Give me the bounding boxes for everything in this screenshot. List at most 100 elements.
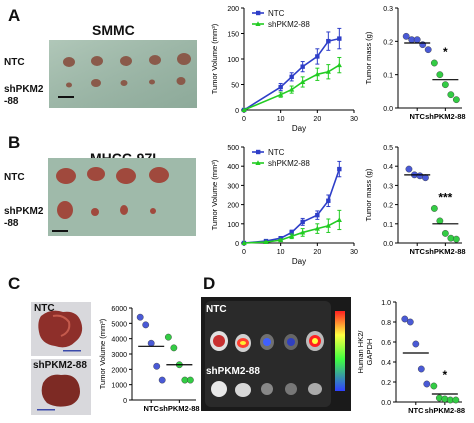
panel-a-mass-chart: 0.0 0.1 0.2 0.3 NTC shPKM2-88 Tumor mass (g) *: [364, 6, 466, 121]
data-point-sh: [241, 240, 247, 245]
x-tick-label: 0: [242, 116, 246, 123]
x-tick-label: 20: [313, 116, 321, 123]
x-tick-label: 0: [242, 249, 246, 256]
x-category-label: shPKM2-88: [159, 404, 199, 413]
data-point-sh: [325, 222, 331, 228]
panel-b-tumor-photo: [48, 158, 196, 236]
x-tick-label: 30: [350, 116, 358, 123]
panel-d-imaging-photo: [201, 297, 351, 411]
data-point-ntc: [337, 36, 342, 41]
legend-marker-ntc: [256, 10, 261, 16]
data-point-ntc: [289, 74, 294, 80]
data-point-sh: [441, 81, 449, 89]
data-point-ntc: [315, 54, 320, 59]
y-tick-label: 0.8: [381, 320, 391, 327]
data-point-sh: [170, 344, 178, 352]
y-tick-label: 0.1: [383, 222, 393, 229]
data-point-ntc: [401, 315, 409, 323]
data-point-ntc: [423, 380, 431, 388]
y-tick-label: 200: [227, 203, 239, 210]
data-point-sh: [289, 233, 295, 239]
y-tick-label: 200: [227, 6, 239, 13]
data-point-sh: [325, 68, 331, 74]
y-axis-label: GAPDH: [365, 339, 374, 366]
data-point-sh: [278, 237, 284, 243]
y-tick-label: 0.3: [383, 6, 393, 13]
y-axis-label: Tumor mass (g): [364, 31, 373, 84]
data-point-sh: [430, 59, 438, 67]
y-tick-label: 150: [227, 32, 239, 39]
data-point-ntc: [300, 64, 305, 69]
data-point-sh: [452, 396, 460, 404]
data-point-sh: [314, 71, 320, 77]
x-category-label: shPKM2-88: [425, 247, 465, 256]
panel-a-title: SMMC: [92, 22, 135, 38]
y-tick-label: 100: [227, 222, 239, 229]
legend-label-sh: shPKM2-88: [268, 20, 310, 29]
y-tick-label: 0.5: [383, 145, 393, 152]
series-line-ntc: [243, 168, 341, 244]
y-tick-label: 0.0: [383, 106, 393, 113]
y-tick-label: 0.2: [381, 380, 391, 387]
legend-marker-sh: [255, 160, 261, 165]
y-tick-label: 0.3: [383, 183, 393, 190]
data-point-sh: [300, 79, 306, 84]
data-point-ntc: [412, 340, 420, 348]
x-axis-label: Day: [292, 257, 306, 266]
data-point-sh: [241, 107, 247, 112]
y-axis-label: Tumor Volume (mm³): [210, 23, 219, 94]
data-point-ntc: [315, 212, 320, 218]
data-point-sh: [263, 239, 269, 245]
panel-b-mass-chart: 0.0 0.1 0.2 0.3 0.4 0.5 NTC shPKM2-88 Tumor mass…: [364, 145, 466, 256]
data-point-ntc: [422, 174, 429, 182]
x-axis-label: Day: [292, 124, 306, 133]
data-point-ntc: [326, 38, 331, 44]
data-point-ntc: [406, 318, 414, 326]
y-tick-label: 0.0: [383, 241, 393, 248]
data-point-sh: [300, 229, 306, 235]
data-point-sh: [278, 91, 284, 97]
panel-a-tumor-photo: [49, 40, 197, 108]
significance-annotation: *: [443, 368, 448, 382]
y-tick-label: 100: [227, 57, 239, 64]
y-tick-label: 0.2: [383, 203, 393, 210]
x-category-label: shPKM2-88: [425, 112, 465, 121]
y-tick-label: 1000: [111, 383, 127, 390]
y-tick-label: 0.2: [383, 39, 393, 46]
panel-b-row-label-ntc: NTC: [4, 172, 25, 183]
y-tick-label: 0.4: [383, 164, 393, 171]
panel-d-photo-label-ntc: NTC: [206, 304, 227, 315]
panel-c-tumor-photo-ntc: [31, 302, 91, 356]
panel-c-photo-label-sh: shPKM2-88: [33, 360, 87, 371]
x-tick-label: 30: [350, 249, 358, 256]
data-point-sh: [430, 382, 438, 390]
data-point-sh: [441, 395, 449, 403]
y-tick-label: 0: [235, 241, 239, 248]
y-tick-label: 400: [227, 164, 239, 171]
data-point-sh: [452, 96, 460, 104]
data-point-ntc: [326, 198, 331, 203]
x-category-label: shPKM2-88: [425, 406, 465, 415]
data-point-sh: [435, 394, 443, 402]
y-tick-label: 4000: [111, 337, 127, 344]
data-point-ntc: [417, 365, 425, 373]
x-category-label: NTC: [143, 404, 159, 413]
legend-marker-sh: [255, 21, 261, 26]
data-point-sh: [289, 86, 295, 92]
data-point-ntc: [278, 84, 283, 90]
y-tick-label: 0: [235, 108, 239, 115]
data-point-ntc: [289, 230, 294, 235]
data-point-ntc: [147, 339, 155, 347]
panel-d-photo-label-sh: shPKM2-88: [206, 366, 260, 377]
panel-c-volume-chart: 0 1000 2000 3000 4000 5000 6000 NTC shPKM2-88 Tum…: [98, 306, 200, 413]
significance-annotation: *: [443, 45, 448, 59]
y-tick-label: 0.1: [383, 73, 393, 80]
data-point-ntc: [142, 321, 150, 329]
data-point-ntc: [158, 376, 166, 384]
y-tick-label: 6000: [111, 306, 127, 313]
data-point-sh: [164, 333, 172, 341]
panel-letter-c: C: [8, 274, 21, 293]
data-point-ntc: [424, 46, 432, 54]
panel-a-growth-chart: 0 50 100 150 200 0 10 20 30 Day Tumor Volume (mm³)…: [210, 6, 358, 133]
data-point-ntc: [153, 362, 161, 370]
